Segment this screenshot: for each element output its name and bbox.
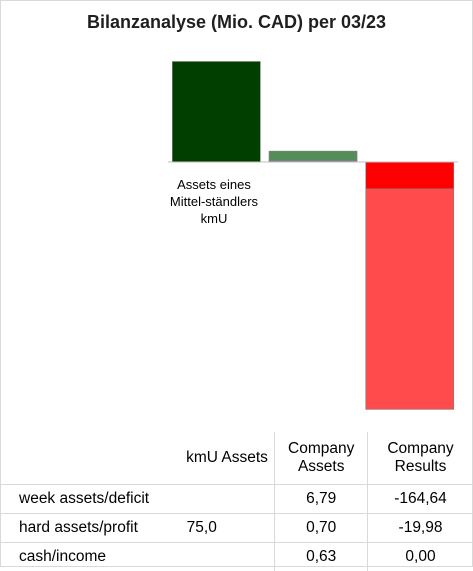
table-header-corner	[0, 432, 180, 485]
data-table: kmU Assets Company Assets Company Result…	[0, 432, 473, 571]
bar-company-results-series-0	[366, 162, 454, 189]
header-company-assets-text: Company Assets	[288, 440, 354, 475]
bar-company-assets-series-2	[269, 151, 357, 160]
table-row: week assets/deficit 6,79 -164,64	[0, 485, 473, 514]
bar-kmu-assets-series-0	[172, 62, 260, 163]
table-header-company-results: Company Results	[368, 432, 473, 485]
bar-group	[172, 62, 453, 410]
bar-annotation-kmu: Assets eines Mittel-ständlers kmU	[162, 176, 266, 227]
table-header-company-assets: Company Assets	[275, 432, 368, 485]
table-cell: -19,98	[368, 514, 473, 543]
table-cell: 0,70	[275, 514, 368, 543]
table-header-row: kmU Assets Company Assets Company Result…	[0, 432, 473, 485]
bar-annotation-text: Assets eines Mittel-ständlers kmU	[170, 177, 258, 226]
table-cell: 6,79	[275, 485, 368, 514]
table-row-label: week assets/deficit	[0, 485, 180, 514]
table-cell: -164,64	[368, 485, 473, 514]
table-cell: 75,0	[180, 514, 275, 543]
table-cell	[180, 485, 275, 514]
header-company-results-text: Company Results	[387, 440, 453, 475]
table-header-kmu-assets: kmU Assets	[180, 432, 275, 485]
bar-company-results-series-2	[366, 189, 454, 410]
table-row-label: hard assets/profit	[0, 514, 180, 543]
table-row: hard assets/profit 75,0 0,70 -19,98	[0, 514, 473, 543]
header-kmu-assets-text: kmU Assets	[186, 449, 268, 466]
